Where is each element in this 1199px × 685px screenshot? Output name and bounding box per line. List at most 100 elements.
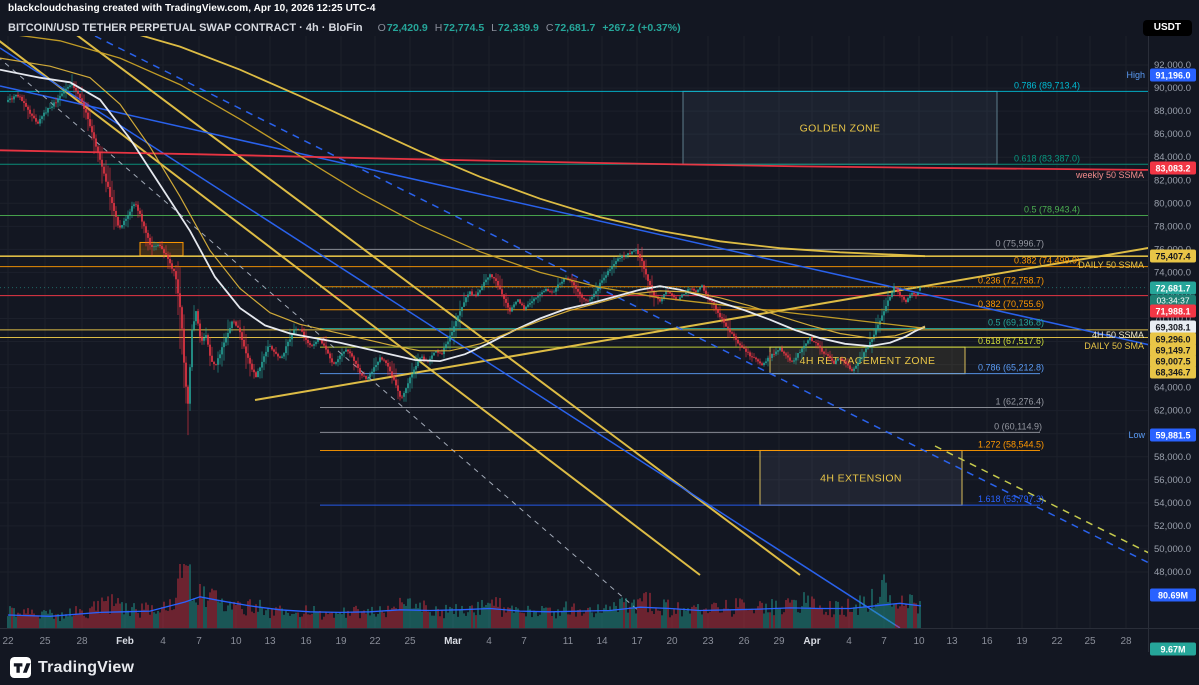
indicator-label: DAILY 50 SSMA [1078, 260, 1144, 270]
zone-box-label: 4H RETRACEMENT ZONE [800, 355, 936, 367]
trendline-descending-channel-1[interactable] [0, 30, 701, 576]
time-tick-label: 13 [264, 636, 276, 647]
fib-label: 0.786 (65,212.8) [978, 363, 1044, 373]
time-tick-label: 14 [596, 636, 608, 647]
time-tick-label: 16 [300, 636, 312, 647]
time-tick-label: 13 [946, 636, 958, 647]
trendline-blue-dashed[interactable] [94, 36, 1199, 588]
price-axis-badge [1150, 428, 1196, 442]
time-tick-label: 7 [196, 636, 202, 647]
price-axis[interactable]: 92,000.0 90,000.0 88,000.0 86,000.0 84,000.0… [1126, 60, 1196, 656]
price-axis-badge [1150, 68, 1196, 82]
time-tick-label: 28 [76, 636, 88, 647]
change-value: +267.2 (+0.37%) [602, 21, 681, 34]
time-tick-label: 17 [631, 636, 643, 647]
plot-area[interactable]: GOLDEN ZONE 4H RETRACEMENT ZONE 4H EXTENSI… [0, 12, 1199, 628]
ma-line [139, 36, 926, 258]
time-tick-label: Apr [803, 636, 820, 647]
indicator-label: DAILY 50 SMA [1084, 341, 1144, 351]
trendline-blue-resistance[interactable] [0, 85, 1150, 346]
fib-label: 0.236 (72,758.7) [978, 276, 1044, 286]
ohlc-readout: O 72,420.9 H 72,774.5 L 72,339.9 C 72,681.7 … [371, 22, 681, 34]
price-tick-label: 54,000.0 [1154, 498, 1191, 509]
price-axis-badge-text: 9.67M [1160, 645, 1185, 655]
price-tick-label: 58,000.0 [1154, 452, 1191, 463]
trendline-descending-channel-2[interactable] [70, 30, 801, 576]
time-tick-label: 20 [666, 636, 678, 647]
tradingview-brand[interactable]: TradingView [38, 658, 135, 676]
volume-ma-line [7, 596, 922, 617]
zone-boxes[interactable]: GOLDEN ZONE 4H RETRACEMENT ZONE 4H EXTENSI… [139, 90, 998, 506]
fib-label: 0.382 (70,755.6) [978, 299, 1044, 309]
time-tick-label: 4 [846, 636, 852, 647]
high-value: 72,774.5 [443, 21, 485, 34]
time-tick-label: 25 [39, 636, 51, 647]
time-tick-label: 10 [230, 636, 242, 647]
price-axis-badge-text: 83,083.2 [1155, 164, 1190, 174]
attribution-text: blackcloudchasing created with TradingVi… [8, 3, 376, 14]
price-axis-badge [1150, 332, 1196, 346]
open-label: O [377, 21, 386, 34]
price-tick-label: 82,000.0 [1154, 175, 1191, 186]
price-axis-badge-text: 71,988.1 [1155, 307, 1190, 317]
time-axis[interactable]: 22 25 28 Feb 4 7 10 13 16 19 22 25 Mar 4 7 11 14 17 20 23 26… [2, 636, 1132, 647]
price-axis-badge-text: 69,007.5 [1155, 357, 1190, 367]
price-tick-label: 86,000.0 [1154, 129, 1191, 140]
time-tick-label: 7 [521, 636, 527, 647]
fib-label: 0.618 (83,387.0) [1014, 153, 1080, 163]
indicator-label: 4H 50 SSMA [1092, 330, 1144, 340]
close-value: 72,681.7 [554, 21, 596, 34]
time-tick-label: 16 [981, 636, 993, 647]
fib-label: 1 (62,276.4) [995, 396, 1044, 406]
axis-label-prefix: High [1126, 70, 1145, 80]
zone-box[interactable] [682, 90, 998, 165]
low-value: 72,339.9 [498, 21, 539, 34]
trendline-grey-dashed[interactable] [0, 50, 641, 613]
trendline-yellow-dashed[interactable] [934, 445, 1199, 578]
price-tick-label: 56,000.0 [1154, 475, 1191, 486]
ma-layer [0, 36, 1148, 363]
price-axis-badge [1150, 343, 1196, 357]
fib-label: 0 (75,996.7) [995, 238, 1044, 248]
time-tick-label: Mar [444, 636, 462, 647]
ma-line [19, 36, 926, 329]
footer-bar: TradingView [10, 657, 134, 678]
trendlines-layer[interactable] [0, 30, 1199, 628]
fib-label: 1.272 (58,544.5) [978, 439, 1044, 449]
price-axis-badge [1150, 281, 1196, 295]
time-tick-label: 26 [738, 636, 750, 647]
price-axis-badge-text: 59,881.5 [1155, 431, 1190, 441]
candles-layer [7, 74, 921, 436]
price-axis-badge-text: 75,407.4 [1155, 252, 1190, 262]
price-tick-label: 84,000.0 [1154, 152, 1191, 163]
time-tick-label: 22 [369, 636, 381, 647]
close-label: C [545, 21, 554, 34]
zone-box-label: GOLDEN ZONE [800, 122, 881, 134]
price-axis-badge [1150, 354, 1196, 368]
price-axis-badge-text: 69,149.7 [1155, 346, 1190, 356]
fib-label: 0.382 (74,499.9) [1014, 256, 1080, 266]
trendline-ascending-support[interactable] [254, 246, 1160, 401]
ma-line [0, 57, 926, 352]
zone-box-label: 4H EXTENSION [820, 472, 902, 484]
volume-layer [7, 564, 922, 628]
price-tick-label: 78,000.0 [1154, 221, 1191, 232]
time-tick-label: 22 [1051, 636, 1063, 647]
fib-label: 1.618 (53,797.3) [978, 494, 1044, 504]
tradingview-logo-icon[interactable] [10, 657, 31, 678]
time-tick-label: 28 [1120, 636, 1132, 647]
price-tick-label: 64,000.0 [1154, 383, 1191, 394]
time-tick-label: 10 [913, 636, 925, 647]
symbol-title[interactable]: BITCOIN/USD TETHER PERPETUAL SWAP CONTRA… [8, 21, 363, 34]
quote-currency-badge: USDT [1142, 19, 1192, 36]
time-tick-label: 25 [404, 636, 416, 647]
fib-label: 0.5 (69,136.8) [988, 317, 1044, 327]
time-tick-label: 22 [2, 636, 14, 647]
countdown-badge [1150, 295, 1196, 306]
price-tick-label: 70,000.0 [1154, 314, 1191, 325]
fib-label: 0.5 (78,943.4) [1024, 204, 1080, 214]
price-tick-label: 62,000.0 [1154, 406, 1191, 417]
ma-line [0, 149, 1148, 171]
